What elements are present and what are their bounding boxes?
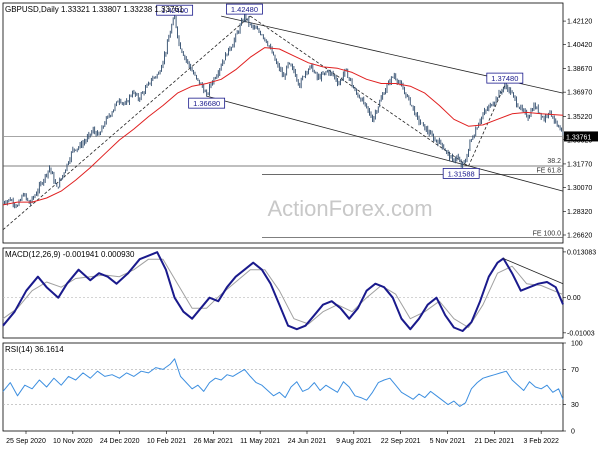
watermark: ActionForex.com [267, 196, 432, 221]
price-axis-label: 1.42120 [567, 19, 592, 26]
price-axis-label: 1.31770 [567, 161, 592, 168]
price-annotation-box [188, 97, 226, 109]
rsi-axis-label: 30 [571, 402, 579, 409]
price-axis-label: 1.36970 [567, 90, 592, 97]
price-level-label: 38.2 [547, 158, 561, 165]
panel-frames [2, 2, 564, 432]
macd-axis-label: 0.013083 [567, 249, 596, 256]
price-trend-line [2, 15, 251, 231]
price-axis-label: 1.26620 [567, 232, 592, 239]
rsi-lines [2, 358, 564, 407]
time-axis-label: 25 Sep 2020 [6, 438, 46, 445]
time-axis-label: 9 Aug 2021 [336, 438, 372, 445]
macd-header: MACD(12,26,9) -0.001941 0.000930 [5, 250, 135, 259]
macd-panel-frame [2, 247, 564, 339]
macd-axis-label: 0.00 [567, 295, 581, 302]
price-axis-label: 1.38670 [567, 66, 592, 73]
time-axis-label: 24 Dec 2020 [100, 438, 140, 445]
price-level-label: FE 61.8 [536, 168, 561, 175]
rsi-header: RSI(14) 36.1614 [5, 345, 64, 354]
price-annotation-box [156, 4, 194, 16]
price-trend-line [250, 15, 469, 167]
price-panel-frame [2, 2, 564, 244]
time-axis-label: 11 May 2021 [240, 438, 280, 445]
rsi-panel-frame [2, 342, 564, 432]
time-axis-label: 5 Nov 2021 [430, 438, 466, 445]
time-axis-label: 26 Mar 2021 [194, 438, 233, 445]
price-annotation-label: 1.36680 [193, 99, 220, 108]
time-axis-label: 10 Nov 2020 [53, 438, 93, 445]
rsi-axis-label: 0 [571, 429, 575, 436]
price-axis-label: 1.30070 [567, 185, 592, 192]
macd-axis: 0.013083 0.00 -0.01003 [563, 249, 596, 337]
moving-average [2, 47, 564, 206]
price-axis-label: 1.35220 [567, 114, 592, 121]
price-axis-label: 1.40420 [567, 42, 592, 49]
time-axis-label: 10 Feb 2021 [147, 438, 186, 445]
price-axis: 1.421201.404201.386701.369701.352201.335… [563, 19, 598, 239]
price-annotation-box [486, 72, 524, 84]
moving-average-line [2, 47, 564, 206]
macd-line [2, 251, 564, 332]
last-price-label: 1.33761 [566, 134, 591, 141]
price-annotation-label: 1.37480 [491, 74, 518, 83]
price-annotation-label: 1.31588 [448, 169, 475, 178]
time-axis: 25 Sep 2020 10 Nov 2020 24 Dec 2020 10 Feb … [6, 431, 559, 445]
price-axis-label: 1.28320 [567, 209, 592, 216]
price-level-label: FE 100.0 [533, 230, 562, 237]
price-header: GBPUSD,Daily 1.33321 1.33807 1.33238 1.3… [5, 5, 184, 14]
time-axis-label: 22 Sep 2021 [381, 438, 421, 445]
price-annotation-label: 1.42480 [231, 5, 258, 14]
rsi-axis-label: 100 [571, 341, 583, 348]
macd-axis-label: -0.01003 [567, 330, 595, 337]
price-trend-line [206, 95, 564, 192]
price-annotations: 1.42400 1.36680 1.42480 1.31588 1.37480 [156, 3, 524, 179]
rsi-axis-label: 70 [571, 367, 579, 374]
rsi-line [2, 358, 564, 407]
macd-lines [2, 251, 564, 332]
price-annotation-box [226, 3, 263, 15]
time-axis-label: 3 Feb 2022 [523, 438, 559, 445]
last-price-tag [564, 131, 598, 142]
rsi-axis: 100 70 30 0 [563, 341, 583, 436]
macd-trend-line [503, 258, 564, 285]
price-annotation-label: 1.42400 [161, 6, 188, 15]
price-annotation-box [442, 168, 480, 179]
time-axis-label: 24 Jun 2021 [288, 438, 327, 445]
time-axis-label: 21 Dec 2021 [474, 438, 514, 445]
